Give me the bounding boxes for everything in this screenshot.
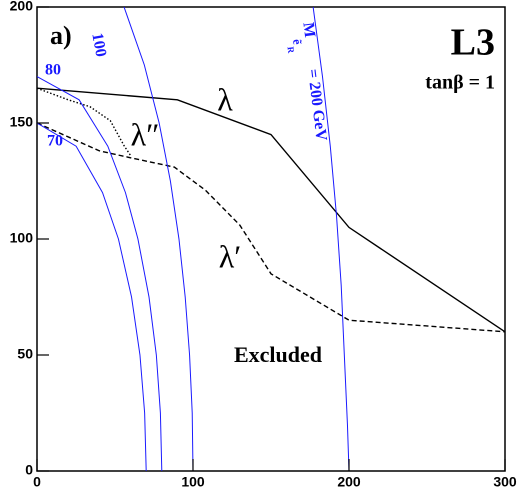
curves (37, 7, 505, 471)
y-tick-label: 0 (25, 462, 33, 478)
annotation: ẽ (290, 38, 305, 46)
y-tick-label: 50 (17, 346, 33, 362)
series-label: λ′ (219, 238, 242, 274)
annotation: R (286, 46, 297, 54)
series-label: λ (217, 81, 233, 117)
annotation: M (299, 21, 318, 38)
series-line (123, 7, 194, 471)
y-tick-label: 150 (10, 114, 34, 130)
x-tick-label: 200 (337, 474, 361, 490)
series-line (37, 122, 147, 471)
series-label: 100 (88, 32, 109, 59)
annotation: L3 (451, 22, 495, 64)
y-tick-label: 100 (10, 230, 34, 246)
series-line (37, 76, 163, 471)
series-label: = 200 GeV (304, 68, 330, 142)
y-tick-label: 200 (10, 0, 34, 14)
x-tick-label: 100 (181, 474, 205, 490)
annotation: Excluded (234, 342, 322, 367)
series-label: λ″ (131, 116, 160, 152)
series-line (37, 122, 505, 333)
annotation: a) (50, 21, 72, 50)
annotation: tanβ = 1 (425, 72, 495, 94)
series-line (37, 87, 505, 333)
x-tick-label: 300 (493, 474, 517, 490)
series-label: 80 (45, 62, 61, 79)
x-tick-label: 0 (33, 474, 41, 490)
series-label: 70 (47, 133, 63, 150)
series-line (312, 7, 350, 471)
